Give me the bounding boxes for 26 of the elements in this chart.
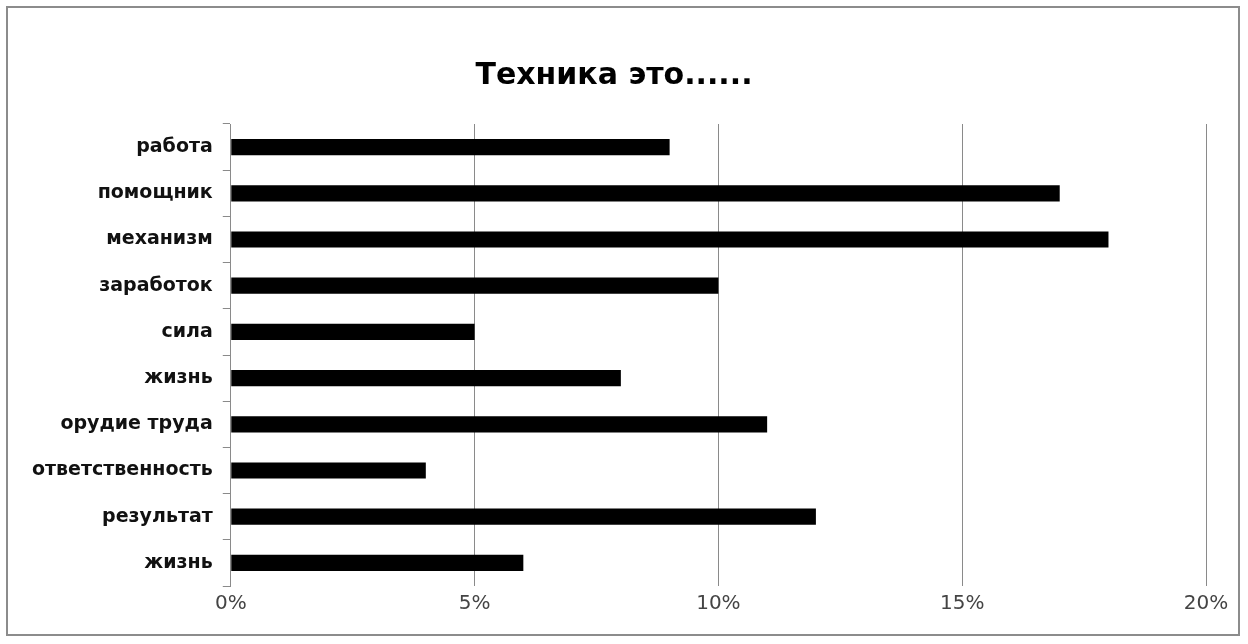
- y-tick-label: орудие труда: [60, 411, 213, 434]
- y-tick-label: сила: [161, 318, 213, 341]
- bar: [231, 508, 816, 525]
- bar: [231, 416, 768, 433]
- y-tick-label: жизнь: [144, 549, 213, 572]
- x-tick-label: 0%: [214, 590, 247, 615]
- bar: [231, 277, 719, 294]
- y-tick-label: ответственность: [31, 457, 213, 480]
- y-tick-label: заработок: [99, 272, 213, 295]
- y-tick-label: жизнь: [144, 365, 213, 388]
- y-tick-label: результат: [102, 503, 213, 526]
- y-tick-label: работа: [136, 134, 213, 157]
- y-tick-label: механизм: [106, 226, 213, 249]
- bar: [231, 554, 524, 571]
- x-tick-label: 20%: [1183, 590, 1229, 615]
- bar: [231, 462, 426, 479]
- bar: [231, 185, 1060, 202]
- x-tick-label: 5%: [458, 590, 491, 615]
- y-tick-label: помощник: [97, 180, 213, 203]
- bar: [231, 370, 621, 387]
- bar: [231, 139, 670, 156]
- bar: [231, 323, 475, 340]
- x-tick-label: 15%: [939, 590, 985, 615]
- chart-title: Техника это......: [475, 55, 753, 91]
- bar: [231, 231, 1109, 248]
- x-tick-label: 10%: [696, 590, 741, 615]
